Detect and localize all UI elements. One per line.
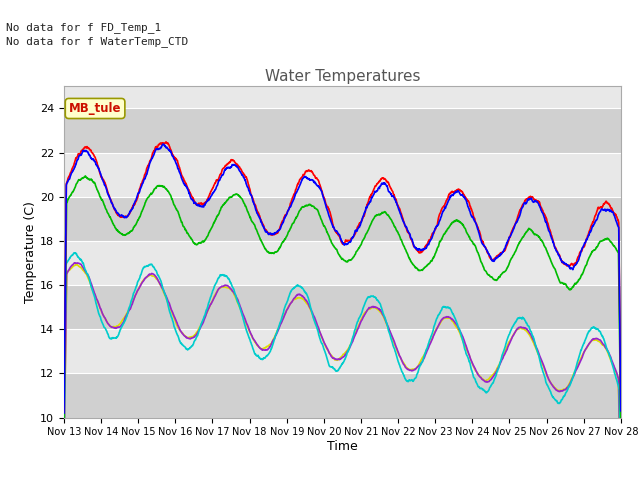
X-axis label: Time: Time [327,440,358,453]
Bar [64,197,621,241]
Bar [64,373,621,418]
Bar [64,108,621,153]
Text: No data for f FD_Temp_1: No data for f FD_Temp_1 [6,22,162,33]
Y-axis label: Temperature (C): Temperature (C) [24,201,37,303]
Bar [64,329,621,373]
Title: Water Temperatures: Water Temperatures [265,69,420,84]
Text: MB_tule: MB_tule [69,102,122,115]
Bar [64,285,621,329]
Text: No data for f WaterTemp_CTD: No data for f WaterTemp_CTD [6,36,189,47]
Bar [64,153,621,197]
Bar [64,241,621,285]
